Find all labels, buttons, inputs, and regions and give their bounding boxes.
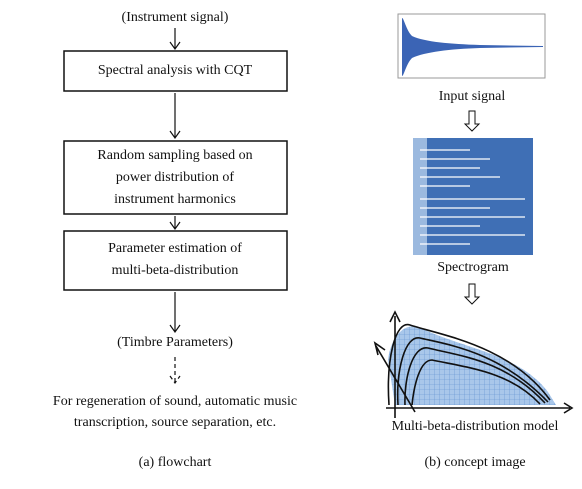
step-text: power distribution of [116,170,235,185]
arrow [170,292,180,332]
signal-image [398,14,545,78]
arrow [170,216,180,229]
image-label: Input signal [439,89,506,104]
arrow [170,28,180,49]
output-label: (Timbre Parameters) [117,335,233,350]
usage-text: transcription, source separation, etc. [74,415,276,430]
arrow [170,93,180,138]
dashed-arrow [170,357,180,383]
step-text: instrument harmonics [114,192,236,207]
step-text: Random sampling based on [97,148,252,163]
spectrogram-image [413,138,533,255]
step-text: Parameter estimation of [108,241,242,256]
input-label: (Instrument signal) [122,10,229,25]
step-box [64,231,287,290]
step-text: multi-beta-distribution [112,263,239,278]
image-label: Multi-beta-distribution model [392,419,559,434]
usage-text: For regeneration of sound, automatic mus… [53,394,297,409]
caption: (b) concept image [424,455,525,470]
image-label: Spectrogram [437,260,509,275]
hollow-arrow [465,284,479,304]
caption: (a) flowchart [139,455,212,470]
hollow-arrow [465,111,479,131]
figure: (Instrument signal) Spectral analysis wi… [0,0,582,489]
step-text: Spectral analysis with CQT [98,63,253,78]
model-image [375,312,572,418]
